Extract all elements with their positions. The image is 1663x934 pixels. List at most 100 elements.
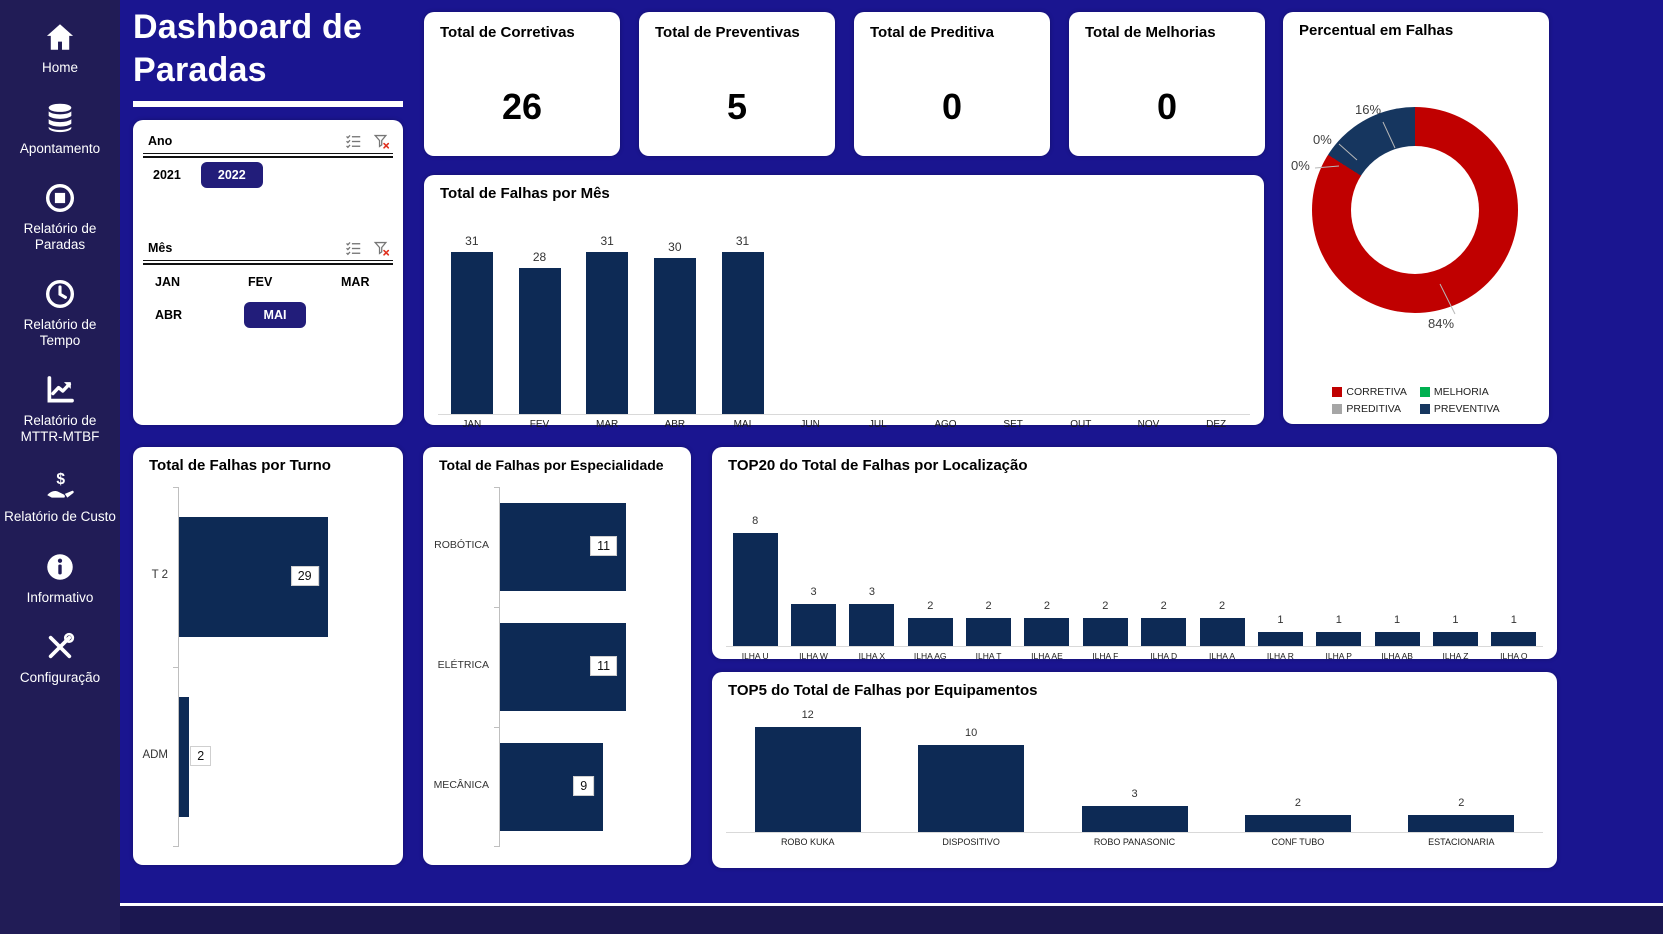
legend-swatch (1332, 404, 1343, 414)
bar-value-label: 3 (868, 585, 875, 598)
chart-legend: CORRETIVA MELHORIA PREDITIVA PREVENTIVA (1283, 386, 1549, 415)
bar-value-label: 1 (1510, 613, 1517, 626)
bar-robo-panasonic[interactable] (1081, 805, 1188, 832)
x-tick-label: AGO (934, 419, 957, 430)
bar-value-label: 31 (465, 234, 479, 249)
chart-card-percentual-falhas: Percentual em Falhas 16% 0% 0% 84% CORRETIV… (1283, 12, 1549, 424)
sidebar-item-home[interactable]: Home (2, 20, 118, 76)
sidebar-item-apontamento[interactable]: Apontamento (2, 101, 118, 157)
y-axis-tick (173, 487, 178, 488)
bar-estacionaria[interactable] (1408, 814, 1515, 832)
bar-value-label: 30 (668, 239, 682, 254)
bar-ilha-o[interactable] (1491, 631, 1537, 646)
legend-item-preditiva[interactable]: PREDITIVA (1332, 403, 1406, 415)
chart-title-percentual: Percentual em Falhas (1299, 22, 1454, 39)
kpi-card-total-de-melhorias: Total de Melhorias 0 (1069, 12, 1265, 156)
bar-ilha-z[interactable] (1432, 631, 1478, 646)
sidebar-item-relatorio-de-mttr-mtbf[interactable]: Relatório de MTTR-MTBF (2, 373, 118, 444)
mes-option-jan[interactable]: JAN (155, 275, 181, 289)
svg-text:$: $ (56, 471, 65, 488)
sidebar-item-relatorio-de-paradas[interactable]: Relatório de Paradas (2, 181, 118, 252)
select-all-icon[interactable] (344, 239, 363, 258)
legend-item-melhoria[interactable]: MELHORIA (1419, 386, 1500, 398)
donut-label-corretiva: 84% (1428, 316, 1455, 331)
ano-slicer-icons (344, 132, 391, 151)
ano-option-2022[interactable]: 2022 (200, 162, 263, 188)
bar-ilha-a[interactable] (1199, 617, 1245, 646)
bar-ilha-w[interactable] (791, 603, 837, 646)
x-tick-label: OUT (1070, 419, 1092, 430)
bar-value-label: 2 (985, 599, 992, 612)
mes-option-mar[interactable]: MAR (341, 275, 370, 289)
bar-ilha-x[interactable] (849, 603, 895, 646)
bar-conf-tubo[interactable] (1244, 814, 1351, 832)
kpi-value: 0 (1156, 86, 1178, 127)
ano-slicer-header: Ano (148, 130, 391, 152)
legend-swatch (1419, 404, 1430, 414)
bar-value-label: 2 (1294, 796, 1301, 809)
sidebar-item-configuracao[interactable]: Configuração (2, 630, 118, 686)
legend-item-preventiva[interactable]: PREVENTIVA (1419, 403, 1500, 415)
legend-label: PREDITIVA (1346, 403, 1402, 415)
donut-leader-lines (1314, 121, 1456, 315)
mes-option-fev[interactable]: FEV (248, 275, 273, 289)
bar-value-label: 2 (190, 746, 212, 766)
bar-ilha-ag[interactable] (907, 617, 953, 646)
y-tick-label: ELÉTRICA (437, 659, 489, 671)
bar-value-label: 31 (735, 234, 750, 249)
sidebar-item-relatorio-de-tempo[interactable]: Relatório de Tempo (2, 277, 118, 348)
x-tick-label: ILHA Z (1442, 651, 1469, 661)
bar-mar[interactable] (586, 252, 629, 414)
top5-equipamentos-chart: ROBO KUKA 12 DISPOSITIVO 10 ROBO PANASONIC 3 C… (726, 709, 1543, 850)
bar-value-label: 11 (590, 536, 618, 556)
ano-options: 2021 2022 (149, 162, 263, 188)
kpi-title: Total de Preditiva (870, 24, 994, 41)
sidebar-item-label: Apontamento (19, 140, 101, 156)
bar-ilha-p[interactable] (1316, 631, 1362, 646)
sidebar-item-label: Configuração (19, 670, 101, 686)
mes-option-mai[interactable]: MAI (244, 302, 306, 328)
x-tick-label: MAR (596, 419, 619, 430)
bar-value-label: 1 (1335, 613, 1342, 626)
chart-title-top5: TOP5 do Total de Falhas por Equipamentos (728, 682, 1038, 699)
bar-jan[interactable] (450, 252, 493, 414)
x-tick-label: SET (1003, 419, 1023, 430)
sidebar-item-informativo[interactable]: Informativo (2, 550, 118, 606)
bar-dispositivo[interactable] (918, 744, 1025, 832)
clear-filter-icon[interactable] (372, 239, 391, 258)
bar-adm[interactable] (179, 697, 190, 817)
mes-option-abr[interactable]: ABR (155, 308, 183, 322)
bar-ilha-u[interactable] (732, 533, 778, 646)
chart-card-falhas-turno: Total de Falhas por Turno T 2 29 ADM 2 (133, 447, 403, 865)
tools-icon (48, 632, 75, 659)
bar-mai[interactable] (721, 252, 764, 414)
y-tick-label: ADM (142, 749, 168, 761)
bar-robo-kuka[interactable] (754, 727, 861, 832)
donut-hole (1351, 146, 1479, 274)
bar-value-label: 1 (1394, 613, 1401, 626)
y-axis-tick (494, 607, 499, 608)
bar-value-label: 2 (1218, 599, 1226, 612)
y-tick-label: ROBÓTICA (434, 539, 489, 551)
x-tick-label: ESTACIONARIA (1428, 837, 1495, 847)
bar-ilha-r[interactable] (1257, 631, 1303, 646)
bar-ilha-ab[interactable] (1374, 631, 1420, 646)
bar-ilha-ae[interactable] (1024, 617, 1070, 646)
bar-abr[interactable] (653, 257, 696, 414)
x-axis (726, 646, 1543, 647)
bar-fev[interactable] (518, 267, 561, 414)
chart-card-falhas-especialidade: Total de Falhas por Especialidade ROBÓTI… (423, 447, 691, 865)
info-icon (47, 553, 73, 580)
x-tick-label: NOV (1137, 419, 1160, 430)
y-tick-label: T 2 (151, 569, 168, 581)
bar-ilha-f[interactable] (1082, 617, 1128, 646)
sidebar-item-relatorio-de-custo[interactable]: $ Relatório de Custo (2, 469, 118, 525)
ano-option-2021[interactable]: 2021 (153, 168, 181, 182)
chart-card-top20-localizacao: TOP20 do Total de Falhas por Localização… (712, 447, 1557, 661)
select-all-icon[interactable] (344, 132, 363, 151)
bar-ilha-t[interactable] (966, 617, 1012, 646)
clear-filter-icon[interactable] (372, 132, 391, 151)
kpi-value: 0 (941, 86, 963, 127)
legend-item-corretiva[interactable]: CORRETIVA (1332, 386, 1407, 398)
bar-ilha-d[interactable] (1141, 617, 1187, 646)
